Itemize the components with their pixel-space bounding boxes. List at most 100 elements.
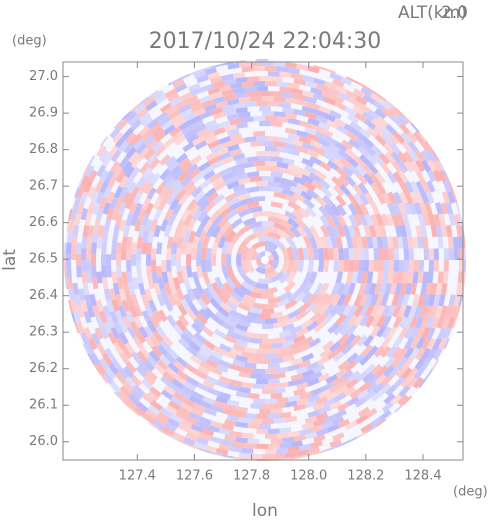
echo-cell bbox=[106, 265, 112, 278]
echo-cell bbox=[301, 142, 315, 151]
echo-cell bbox=[160, 133, 173, 145]
echo-cell bbox=[463, 248, 466, 260]
echo-cell bbox=[318, 205, 330, 218]
echo-cell bbox=[290, 325, 303, 335]
echo-cell bbox=[343, 386, 357, 397]
echo-cell bbox=[279, 329, 292, 338]
echo-cell bbox=[310, 424, 323, 433]
echo-cell bbox=[262, 373, 274, 380]
echo-cell bbox=[406, 376, 418, 389]
echo-cell bbox=[209, 297, 221, 310]
echo-cell bbox=[70, 208, 78, 221]
echo-cell bbox=[287, 379, 301, 387]
echo-cell bbox=[330, 213, 342, 227]
echo-cell bbox=[177, 423, 190, 433]
echo-cell bbox=[199, 94, 212, 104]
echo-cell bbox=[414, 149, 426, 163]
y-axis-title: lat bbox=[0, 249, 20, 271]
echo-cell bbox=[440, 282, 448, 296]
echo-cell bbox=[159, 154, 171, 166]
echo-cell bbox=[342, 83, 356, 93]
echo-cell bbox=[349, 121, 362, 132]
echo-cell bbox=[162, 137, 175, 149]
echo-cell bbox=[212, 111, 226, 120]
echo-cell bbox=[249, 176, 263, 183]
echo-cell bbox=[119, 385, 132, 398]
echo-cell bbox=[306, 361, 320, 371]
echo-cell bbox=[135, 142, 147, 155]
echo-cell bbox=[370, 416, 383, 428]
echo-cell bbox=[253, 116, 265, 122]
echo-cell bbox=[238, 401, 251, 409]
echo-cell bbox=[468, 237, 474, 249]
echo-cell bbox=[376, 116, 389, 128]
echo-cell bbox=[412, 376, 424, 389]
echo-cell bbox=[177, 87, 190, 97]
echo-cell bbox=[419, 367, 431, 380]
echo-cell bbox=[227, 213, 241, 225]
echo-cell bbox=[232, 410, 246, 418]
echo-cell bbox=[167, 160, 179, 172]
echo-cell bbox=[160, 247, 167, 260]
echo-cell bbox=[174, 427, 188, 437]
echo-cell bbox=[457, 191, 466, 204]
echo-cell bbox=[336, 303, 347, 317]
echo-cell bbox=[99, 357, 110, 371]
echo-cell bbox=[89, 213, 97, 227]
echo-cell bbox=[147, 277, 155, 290]
echo-cell bbox=[367, 345, 379, 358]
echo-cell bbox=[174, 83, 188, 93]
echo-cell bbox=[95, 299, 104, 313]
echo-cell bbox=[430, 282, 438, 295]
echo-cell bbox=[121, 248, 127, 260]
echo-cell bbox=[389, 224, 397, 238]
echo-cell bbox=[333, 247, 340, 260]
echo-cell bbox=[352, 404, 365, 415]
echo-cell bbox=[334, 101, 347, 111]
echo-cell bbox=[136, 350, 148, 363]
echo-cell bbox=[238, 61, 251, 68]
echo-cell bbox=[82, 224, 90, 238]
echo-cell bbox=[325, 292, 336, 306]
echo-cell bbox=[370, 202, 380, 216]
echo-cell bbox=[204, 391, 218, 401]
echo-cell bbox=[119, 186, 129, 200]
echo-cell bbox=[82, 148, 93, 162]
echo-cell bbox=[282, 76, 295, 84]
echo-cell bbox=[151, 140, 164, 153]
echo-cell bbox=[221, 338, 235, 349]
echo-cell bbox=[102, 277, 109, 290]
echo-cell bbox=[307, 65, 320, 74]
echo-cell bbox=[284, 299, 298, 310]
echo-cell bbox=[116, 265, 122, 278]
echo-cell bbox=[95, 260, 102, 272]
echo-cell bbox=[386, 213, 395, 227]
echo-cell bbox=[198, 308, 211, 321]
echo-cell bbox=[384, 224, 392, 238]
echo-cell bbox=[319, 292, 331, 306]
echo-cell bbox=[71, 248, 77, 260]
echo-cell bbox=[343, 123, 357, 134]
echo-cell bbox=[442, 236, 449, 249]
echo-cell bbox=[191, 208, 203, 222]
echo-cell bbox=[168, 400, 181, 411]
echo-cell bbox=[283, 280, 296, 293]
echo-cell bbox=[232, 426, 246, 433]
echo-cell bbox=[383, 248, 389, 260]
echo-cell bbox=[217, 235, 227, 249]
echo-cell bbox=[310, 59, 323, 64]
echo-cell bbox=[225, 276, 237, 290]
echo-cell bbox=[315, 131, 328, 141]
echo-cell bbox=[185, 78, 198, 88]
echo-cell bbox=[313, 187, 326, 199]
echo-cell bbox=[265, 266, 275, 274]
echo-cell bbox=[244, 427, 257, 434]
echo-cell bbox=[103, 288, 112, 301]
echo-cell bbox=[221, 156, 234, 165]
echo-cell bbox=[324, 332, 337, 344]
echo-cell bbox=[253, 448, 265, 454]
echo-cell bbox=[255, 298, 269, 305]
echo-cell bbox=[284, 127, 298, 135]
echo-cell bbox=[432, 169, 442, 183]
echo-cell bbox=[304, 400, 318, 409]
